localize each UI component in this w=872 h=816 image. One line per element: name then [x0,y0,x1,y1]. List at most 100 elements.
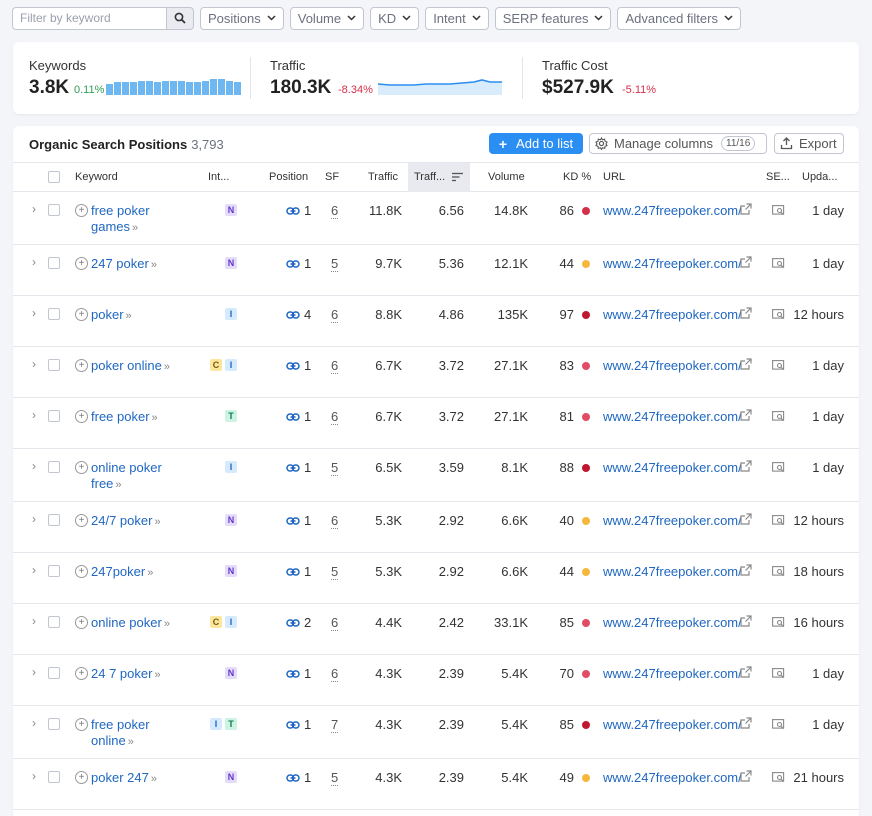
keyword-link[interactable]: poker 247» [91,770,211,787]
serp-features-count[interactable]: 6 [331,203,339,219]
col-updated[interactable]: Upda... [802,171,838,183]
serp-snapshot-icon[interactable] [772,461,785,476]
external-link-icon[interactable] [740,256,752,271]
expand-row-icon[interactable]: › [32,563,36,577]
table-row[interactable]: › + 247 poker» N 1 5 9.7K 5.36 12.1K 44 … [13,245,859,296]
row-checkbox[interactable] [48,771,60,783]
search-button[interactable] [166,6,194,30]
external-link-icon[interactable] [740,717,752,732]
external-link-icon[interactable] [740,513,752,528]
table-row[interactable]: › + 24 7 poker» N 1 6 4.3K 2.39 5.4K 70 … [13,655,859,706]
add-keyword-icon[interactable]: + [75,410,88,423]
serp-snapshot-icon[interactable] [772,616,785,631]
external-link-icon[interactable] [740,409,752,424]
table-row[interactable]: › + 24/7 poker» N 1 6 5.3K 2.92 6.6K 40 … [13,502,859,553]
url-link[interactable]: www.247freepoker.com/ [603,307,742,322]
expand-row-icon[interactable]: › [32,716,36,730]
serp-features-count[interactable]: 5 [331,460,339,476]
expand-row-icon[interactable]: › [32,408,36,422]
url-link[interactable]: www.247freepoker.com/ [603,256,742,271]
col-kd[interactable]: KD % [563,171,592,183]
positions-dropdown[interactable]: Positions [200,6,284,30]
url-link[interactable]: www.247freepoker.com/ [603,564,742,579]
url-link[interactable]: www.247freepoker.com/ [603,717,742,732]
serp-features-count[interactable]: 5 [331,256,339,272]
intent-dropdown[interactable]: Intent [425,6,489,30]
external-link-icon[interactable] [740,564,752,579]
serp-snapshot-icon[interactable] [772,565,785,580]
row-checkbox[interactable] [48,257,60,269]
export-button[interactable]: Export [774,133,844,154]
kd-dropdown[interactable]: KD [370,6,420,30]
keyword-link[interactable]: free poker» [91,409,211,426]
keyword-link[interactable]: online poker» [91,615,211,632]
expand-row-icon[interactable]: › [32,512,36,526]
col-position[interactable]: Position [269,171,309,183]
col-intent[interactable]: Int... [208,171,230,183]
serp-features-count[interactable]: 6 [331,307,339,323]
expand-row-icon[interactable]: › [32,769,36,783]
serp-snapshot-icon[interactable] [772,308,785,323]
add-keyword-icon[interactable]: + [75,308,88,321]
expand-row-icon[interactable]: › [32,306,36,320]
add-keyword-icon[interactable]: + [75,257,88,270]
add-keyword-icon[interactable]: + [75,514,88,527]
row-checkbox[interactable] [48,359,60,371]
table-row[interactable]: › + free poker games» N 1 6 11.8K 6.56 1… [13,192,859,245]
row-checkbox[interactable] [48,461,60,473]
serp-features-count[interactable]: 5 [331,564,339,580]
add-keyword-icon[interactable]: + [75,718,88,731]
serp-features-count[interactable]: 6 [331,409,339,425]
table-row[interactable]: › + 247poker» N 1 5 5.3K 2.92 6.6K 44 ww… [13,553,859,604]
add-keyword-icon[interactable]: + [75,616,88,629]
external-link-icon[interactable] [740,307,752,322]
row-checkbox[interactable] [48,514,60,526]
serp-snapshot-icon[interactable] [772,257,785,272]
external-link-icon[interactable] [740,666,752,681]
row-checkbox[interactable] [48,616,60,628]
url-link[interactable]: www.247freepoker.com/ [603,460,742,475]
volume-dropdown[interactable]: Volume [289,6,365,30]
keyword-link[interactable]: poker» [91,307,211,324]
serp-snapshot-icon[interactable] [772,410,785,425]
select-all-checkbox[interactable] [48,171,60,183]
serp-features-dropdown[interactable]: SERP features [494,6,612,30]
expand-row-icon[interactable]: › [32,665,36,679]
table-row[interactable]: › + poker» I 4 6 8.8K 4.86 135K 97 www.2… [13,296,859,347]
url-link[interactable]: www.247freepoker.com/ [603,770,742,785]
add-keyword-icon[interactable]: + [75,204,88,217]
external-link-icon[interactable] [740,615,752,630]
url-link[interactable]: www.247freepoker.com/ [603,513,742,528]
external-link-icon[interactable] [740,460,752,475]
serp-snapshot-icon[interactable] [772,514,785,529]
expand-row-icon[interactable]: › [32,202,36,216]
add-to-list-button[interactable]: + Add to list [489,133,583,154]
serp-features-count[interactable]: 6 [331,666,339,682]
add-keyword-icon[interactable]: + [75,565,88,578]
url-link[interactable]: www.247freepoker.com/ [603,203,742,218]
expand-row-icon[interactable]: › [32,614,36,628]
url-link[interactable]: www.247freepoker.com/ [603,358,742,373]
serp-snapshot-icon[interactable] [772,771,785,786]
row-checkbox[interactable] [48,410,60,422]
serp-features-count[interactable]: 6 [331,513,339,529]
add-keyword-icon[interactable]: + [75,359,88,372]
keyword-link[interactable]: 24 7 poker» [91,666,211,683]
col-traffic[interactable]: Traffic [368,171,398,183]
col-traffic-pct[interactable]: Traff... [414,171,446,183]
row-checkbox[interactable] [48,718,60,730]
serp-features-count[interactable]: 6 [331,615,339,631]
url-link[interactable]: www.247freepoker.com/ [603,666,742,681]
expand-row-icon[interactable]: › [32,255,36,269]
expand-row-icon[interactable]: › [32,357,36,371]
expand-row-icon[interactable]: › [32,459,36,473]
serp-snapshot-icon[interactable] [772,718,785,733]
keyword-link[interactable]: free poker games» [91,203,171,236]
col-volume[interactable]: Volume [488,171,525,183]
url-link[interactable]: www.247freepoker.com/ [603,409,742,424]
keyword-link[interactable]: poker online» [91,358,211,375]
serp-snapshot-icon[interactable] [772,359,785,374]
row-checkbox[interactable] [48,204,60,216]
